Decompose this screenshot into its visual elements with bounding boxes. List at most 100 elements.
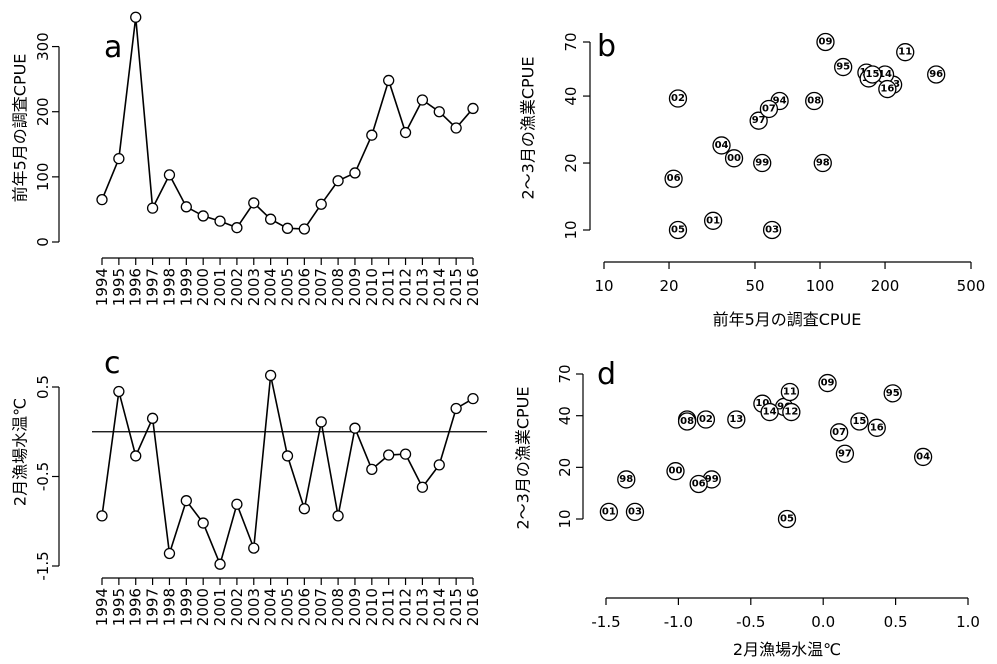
point-label-97: 97	[838, 448, 852, 459]
y-tick-label: 70	[556, 364, 574, 383]
x-tick-label: 2009	[346, 588, 364, 626]
x-tick-label: 0.5	[884, 613, 908, 631]
point-label-07: 07	[762, 103, 776, 114]
x-tick-label: 100	[806, 277, 835, 295]
data-point-02	[668, 89, 688, 108]
x-tick-label: 50	[745, 277, 764, 295]
x-tick-label: 2001	[211, 268, 229, 306]
data-point-2013	[416, 94, 429, 106]
y-tick-label: -0.5	[34, 462, 52, 491]
data-point-96	[927, 65, 946, 84]
data-point-2003	[248, 197, 260, 209]
data-point-1997	[146, 412, 159, 424]
data-point-2001	[214, 558, 226, 570]
y-tick-label: 200	[34, 97, 52, 126]
data-point-1994	[96, 194, 108, 206]
data-point-2007	[315, 198, 327, 210]
point-label-04: 04	[916, 451, 930, 462]
x-tick-label: -1.5	[591, 613, 620, 631]
data-point-15	[863, 65, 882, 84]
x-tick-label: 1999	[177, 268, 195, 306]
x-tick-label: 2008	[329, 268, 347, 306]
y-tick-label: 10	[562, 220, 580, 239]
panel-b: b 10 20 40 70 10 20 50 100 200 500 前年5月の調査CPUE 2〜3月の…	[519, 29, 986, 329]
data-point-1998	[163, 169, 176, 181]
x-tick-label: 2010	[363, 268, 381, 306]
x-tick-label: 1995	[110, 268, 128, 306]
y-tick-label: 20	[562, 153, 580, 172]
point-label-15: 15	[852, 416, 866, 427]
point-label-05: 05	[780, 514, 794, 525]
x-tick-label: 2003	[245, 588, 263, 626]
point-label-02: 02	[671, 93, 685, 104]
x-tick-label: 2004	[262, 588, 280, 626]
data-point-03	[762, 220, 782, 240]
data-point-2011	[383, 449, 395, 461]
y-axis-label: 2〜3月の漁業CPUE	[514, 386, 533, 529]
y-tick-label: -1.5	[34, 551, 52, 580]
data-point-2011	[383, 74, 395, 87]
x-tick-label: 2010	[363, 588, 381, 626]
data-point-1999	[180, 201, 192, 213]
data-point-2015	[450, 122, 462, 134]
point-label-03: 03	[628, 506, 642, 517]
data-point-1994	[96, 510, 108, 522]
point-label-00: 00	[669, 466, 683, 477]
x-tick-label: -0.5	[736, 613, 765, 631]
data-point-2012	[399, 448, 412, 460]
x-tick-label: 2007	[312, 588, 330, 626]
point-label-01: 01	[706, 215, 720, 226]
data-point-2016	[467, 102, 479, 115]
data-point-00	[724, 149, 744, 168]
panel-a: a010020030019941995199619971998199920002…	[11, 11, 482, 306]
point-label-08: 08	[807, 96, 821, 107]
data-point-95	[834, 57, 853, 77]
data-point-95	[883, 384, 902, 403]
point-label-98: 98	[619, 474, 633, 485]
data-point-2006	[298, 503, 311, 515]
data-point-16	[878, 79, 897, 99]
data-point-1995	[113, 152, 125, 165]
data-point-01	[703, 211, 723, 230]
point-label-07: 07	[832, 427, 846, 438]
data-point-01	[599, 502, 619, 522]
data-point-2014	[433, 459, 445, 471]
data-point-09	[816, 32, 835, 52]
y-tick-label: 100	[34, 163, 52, 192]
data-point-2005	[281, 222, 294, 234]
y-axis-label: 前年5月の調査CPUE	[11, 54, 30, 203]
y-tick-label: 0	[34, 237, 52, 247]
point-label-01: 01	[602, 506, 616, 517]
data-point-2014	[433, 106, 445, 118]
point-label-15: 15	[866, 69, 880, 80]
panel-d: d 10 20 40 70 -1.5 -1.0 -0.5 0.0 0.5 1.0 2月漁場水温℃ 2〜3…	[514, 357, 980, 659]
data-point-14	[760, 402, 779, 422]
data-point-2010	[366, 129, 378, 141]
x-tick-label: 1996	[127, 588, 145, 626]
data-point-1999	[180, 495, 192, 507]
x-tick-label: 500	[957, 277, 986, 295]
data-point-97	[749, 111, 768, 130]
data-point-2010	[366, 463, 378, 475]
x-tick-label: 2013	[413, 268, 431, 306]
x-tick-label: 0.0	[811, 613, 835, 631]
point-label-13: 13	[729, 414, 743, 425]
panel-letter-b: b	[597, 29, 616, 64]
data-point-07	[759, 99, 779, 119]
data-point-2002	[231, 498, 243, 510]
x-tick-label: 2011	[380, 588, 398, 626]
data-point-2000	[197, 210, 209, 222]
x-tick-label: 2015	[447, 268, 465, 306]
x-tick-label: 2006	[295, 268, 313, 306]
x-tick-label: 1994	[93, 268, 111, 306]
point-label-96: 96	[929, 69, 943, 80]
x-tick-label: 2012	[397, 268, 415, 306]
point-label-99: 99	[705, 474, 719, 485]
x-tick-label: 1999	[177, 588, 195, 626]
data-point-11	[896, 43, 915, 62]
data-point-04	[712, 136, 731, 155]
point-label-03: 03	[765, 225, 779, 236]
x-tick-label: 2013	[413, 588, 431, 626]
data-point-2004	[264, 213, 277, 225]
